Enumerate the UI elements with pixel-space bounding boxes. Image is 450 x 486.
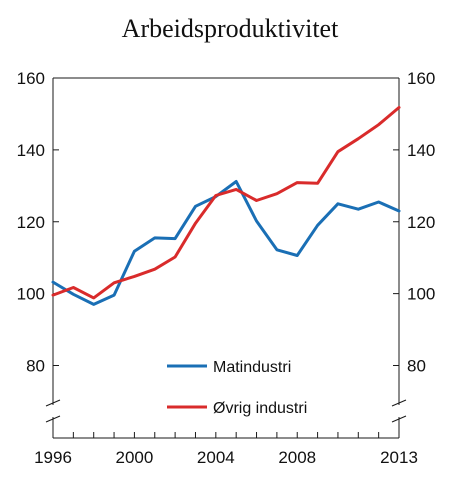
y-tick-label-left: 160 bbox=[17, 69, 45, 88]
y-tick-label-left: 120 bbox=[17, 213, 45, 232]
legend-label: Øvrig industri bbox=[213, 400, 307, 417]
y-tick-label-right: 100 bbox=[407, 285, 435, 304]
axis-ticks: 80 80 100 100 120 120 140 140 160 160 1996 2000 2004… bbox=[17, 69, 436, 467]
y-tick-label-right: 80 bbox=[407, 357, 426, 376]
x-tick-label: 2004 bbox=[197, 448, 235, 467]
legend-label: Matindustri bbox=[213, 359, 291, 376]
axis-break-mark-left-lower bbox=[45, 415, 61, 423]
series-line-ovrig-industri bbox=[51, 106, 401, 300]
x-tick-label: 2013 bbox=[380, 448, 418, 467]
axis-break-mark-right-lower bbox=[391, 415, 407, 423]
plot-frame bbox=[45, 77, 407, 439]
y-tick-label-left: 100 bbox=[17, 285, 45, 304]
y-tick-label-right: 120 bbox=[407, 213, 435, 232]
y-tick-label-right: 140 bbox=[407, 141, 435, 160]
chart-title: Arbeidsproduktivitet bbox=[122, 14, 339, 43]
axis-break-mark-left-upper bbox=[45, 399, 61, 407]
x-tick-label: 2000 bbox=[115, 448, 153, 467]
x-tick-label: 1996 bbox=[34, 448, 72, 467]
y-tick-label-left: 140 bbox=[17, 141, 45, 160]
series-lines bbox=[51, 106, 401, 306]
legend: Matindustri Øvrig industri bbox=[167, 359, 307, 417]
y-tick-label-left: 80 bbox=[26, 357, 45, 376]
series-line-matindustri bbox=[51, 180, 401, 306]
axis-break-mark-right-upper bbox=[391, 399, 407, 407]
y-tick-label-right: 160 bbox=[407, 69, 435, 88]
x-tick-label: 2008 bbox=[278, 448, 316, 467]
